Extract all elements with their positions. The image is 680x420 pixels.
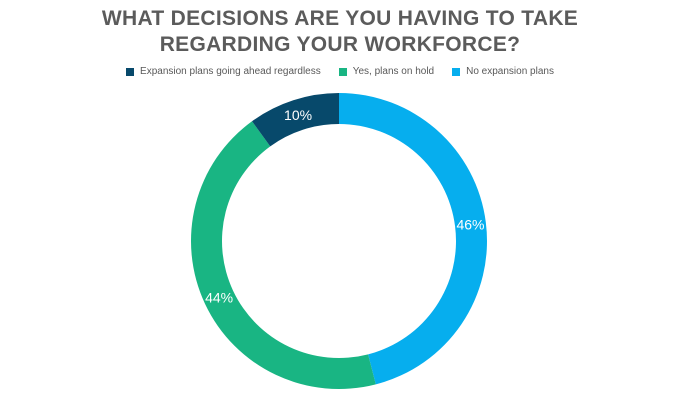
slice-expansion-ahead: [252, 93, 339, 147]
legend-swatch-expansion-ahead: [126, 67, 135, 76]
chart-legend: Expansion plans going ahead regardless Y…: [0, 66, 680, 77]
legend-label-plans-on-hold: Yes, plans on hold: [352, 66, 435, 77]
slice-no-expansion: [339, 93, 488, 385]
legend-label-no-expansion: No expansion plans: [466, 66, 554, 77]
slice-plans-on-hold: [190, 121, 376, 390]
legend-swatch-plans-on-hold: [338, 67, 347, 76]
slice-label-plans-on-hold: 44%: [205, 289, 233, 305]
legend-item-no-expansion: No expansion plans: [452, 66, 554, 77]
legend-label-expansion-ahead: Expansion plans going ahead regardless: [140, 66, 321, 77]
slice-label-no-expansion: 46%: [456, 216, 484, 232]
slice-label-expansion-ahead: 10%: [284, 107, 312, 123]
legend-swatch-no-expansion: [452, 67, 461, 76]
legend-item-expansion-ahead: Expansion plans going ahead regardless: [126, 66, 321, 77]
legend-item-plans-on-hold: Yes, plans on hold: [338, 66, 435, 77]
chart-title: WHAT DECISIONS ARE YOU HAVING TO TAKE RE…: [101, 7, 579, 56]
